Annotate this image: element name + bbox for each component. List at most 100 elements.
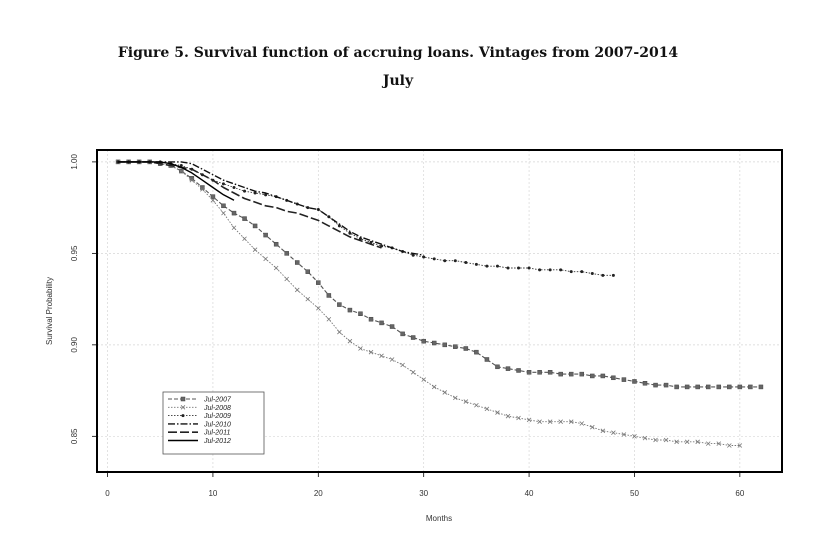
data-point bbox=[600, 428, 606, 434]
data-point bbox=[611, 430, 616, 435]
data-point bbox=[463, 346, 469, 351]
data-point bbox=[189, 177, 195, 183]
data-point bbox=[389, 324, 395, 329]
data-point bbox=[684, 439, 690, 445]
data-point bbox=[180, 405, 186, 410]
data-point bbox=[663, 437, 669, 443]
data-point bbox=[232, 186, 236, 190]
data-point-stroke bbox=[337, 329, 342, 335]
data-point-stroke bbox=[611, 430, 616, 435]
data-point-stroke bbox=[579, 421, 585, 426]
data-point bbox=[337, 329, 342, 335]
data-point bbox=[590, 373, 595, 379]
y-tick-label: 0.85 bbox=[70, 428, 79, 444]
y-tick-label: 0.95 bbox=[70, 245, 79, 261]
data-point bbox=[453, 344, 458, 349]
data-point-stroke bbox=[590, 424, 595, 430]
figure-subtitle: July bbox=[382, 73, 414, 89]
data-point-stroke bbox=[537, 419, 542, 424]
y-tick-label: 1.00 bbox=[70, 154, 79, 170]
data-point bbox=[422, 255, 426, 259]
data-point-stroke bbox=[547, 419, 553, 424]
data-point-stroke bbox=[453, 395, 458, 401]
data-point bbox=[484, 357, 490, 362]
data-point bbox=[400, 362, 405, 368]
legend-label: Jul-2011 bbox=[203, 430, 230, 437]
data-point-stroke bbox=[421, 377, 426, 382]
data-point bbox=[180, 396, 186, 402]
data-point bbox=[305, 269, 311, 274]
data-point bbox=[242, 236, 247, 242]
data-point bbox=[464, 261, 468, 265]
data-point bbox=[284, 251, 289, 256]
data-point-stroke bbox=[632, 434, 637, 439]
data-point-stroke bbox=[716, 441, 722, 446]
data-point-stroke bbox=[516, 415, 521, 421]
data-point bbox=[411, 253, 415, 257]
data-point-stroke bbox=[368, 349, 374, 355]
data-point bbox=[273, 241, 279, 247]
data-point-stroke bbox=[431, 384, 437, 390]
data-point-stroke bbox=[316, 305, 321, 311]
data-point bbox=[453, 395, 458, 401]
data-point bbox=[495, 410, 500, 415]
data-point-stroke bbox=[252, 247, 258, 252]
data-point-stroke bbox=[642, 435, 648, 441]
data-point bbox=[221, 210, 226, 216]
data-point bbox=[580, 270, 584, 274]
data-point bbox=[474, 349, 479, 355]
x-tick-label: 30 bbox=[419, 489, 428, 498]
data-point bbox=[611, 375, 616, 381]
data-point bbox=[316, 305, 321, 311]
data-point-stroke bbox=[674, 439, 679, 445]
data-point bbox=[179, 168, 184, 174]
data-point bbox=[674, 384, 679, 390]
series-jul-2012 bbox=[118, 161, 235, 201]
data-point bbox=[642, 381, 648, 386]
x-tick-label: 50 bbox=[630, 489, 639, 498]
y-axis-label: Survival Probability bbox=[45, 277, 54, 345]
data-point bbox=[526, 417, 532, 423]
series-line bbox=[118, 161, 235, 201]
data-point bbox=[294, 287, 300, 293]
data-point-stroke bbox=[379, 353, 384, 359]
data-point-stroke bbox=[695, 439, 700, 445]
data-point bbox=[695, 384, 700, 390]
data-point-stroke bbox=[568, 419, 574, 424]
y-tick-label: 0.90 bbox=[70, 337, 79, 353]
data-point bbox=[242, 216, 247, 221]
data-point-stroke bbox=[663, 437, 669, 443]
legend-item-jul-2009: Jul-2009 bbox=[168, 413, 231, 420]
data-point bbox=[758, 384, 764, 390]
legend-item-jul-2008: Jul-2008 bbox=[168, 405, 231, 412]
data-point-stroke bbox=[326, 316, 332, 322]
x-tick-label: 60 bbox=[735, 489, 744, 498]
data-point bbox=[368, 316, 374, 322]
data-point bbox=[579, 421, 585, 426]
data-point-stroke bbox=[600, 428, 606, 434]
data-point bbox=[579, 371, 585, 377]
legend-label: Jul-2012 bbox=[203, 438, 231, 445]
data-point bbox=[495, 264, 499, 268]
data-point bbox=[284, 276, 289, 282]
data-point bbox=[527, 266, 531, 270]
figure-title: Figure 5. Survival function of accruing … bbox=[117, 45, 679, 61]
data-point bbox=[337, 302, 342, 307]
data-point bbox=[611, 273, 615, 277]
y-axis: 0.85 0.90 0.95 1.00 bbox=[70, 154, 97, 444]
data-point bbox=[368, 349, 374, 355]
data-point bbox=[705, 441, 711, 446]
data-point bbox=[305, 296, 311, 302]
data-point-stroke bbox=[221, 210, 226, 216]
data-point bbox=[495, 364, 500, 370]
data-point bbox=[400, 331, 405, 337]
series-jul-2011 bbox=[118, 161, 382, 249]
legend-label: Jul-2010 bbox=[203, 421, 231, 428]
data-point bbox=[263, 256, 268, 262]
legend-item-jul-2011: Jul-2011 bbox=[168, 430, 230, 437]
legend-item-jul-2007: Jul-2007 bbox=[168, 397, 232, 404]
data-point bbox=[526, 370, 532, 375]
data-point bbox=[231, 225, 237, 231]
data-point bbox=[253, 191, 257, 195]
series-line bbox=[118, 161, 424, 256]
